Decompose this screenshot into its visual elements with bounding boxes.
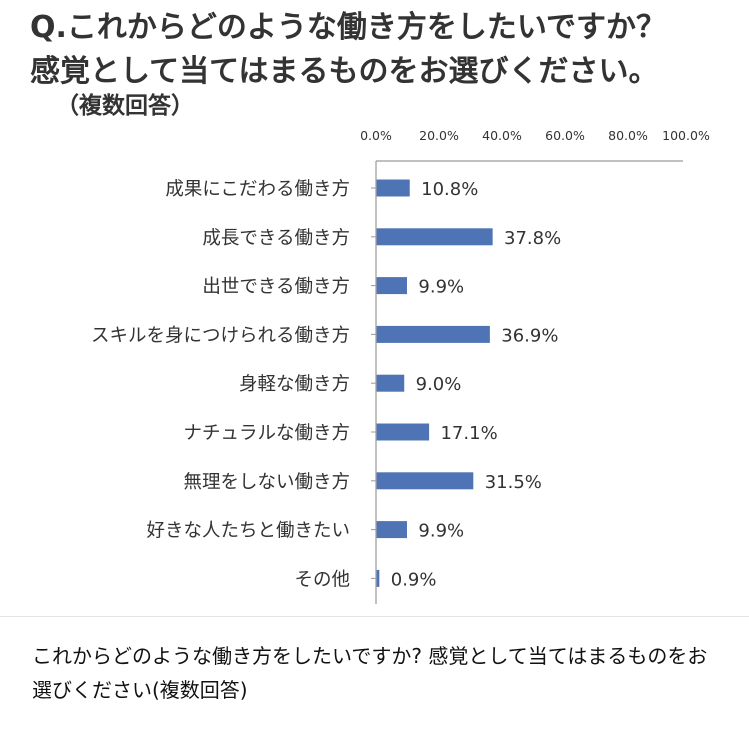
x-tick-label: 80.0% xyxy=(608,128,648,143)
bar xyxy=(376,374,405,392)
value-label: 9.9% xyxy=(418,521,464,542)
bar xyxy=(376,325,490,343)
value-label: 37.8% xyxy=(504,228,561,249)
x-tick-label: 100.0% xyxy=(662,128,710,143)
value-label: 17.1% xyxy=(440,423,497,444)
x-tick-label: 0.0% xyxy=(360,128,392,143)
x-tick-label: 40.0% xyxy=(482,128,522,143)
bar xyxy=(376,277,407,295)
value-label: 9.9% xyxy=(418,277,464,298)
question-title: Q.これからどのような働き方をしたいですか？ 感覚として当てはまるものをお選びく… xyxy=(30,6,740,94)
category-label: 好きな人たちと働きたい xyxy=(146,521,350,542)
question-title-line1: Q.これからどのような働き方をしたいですか？ xyxy=(30,10,666,45)
bar xyxy=(376,423,430,441)
bar xyxy=(376,228,493,246)
category-label: スキルを身につけられる働き方 xyxy=(91,325,350,346)
value-label: 0.9% xyxy=(391,569,437,590)
bar xyxy=(376,521,407,539)
x-tick-label: 60.0% xyxy=(545,128,585,143)
figure-divider xyxy=(0,616,749,617)
category-label: その他 xyxy=(294,569,350,590)
chart-figure: Q.これからどのような働き方をしたいですか？ 感覚として当てはまるものをお選びく… xyxy=(0,6,749,617)
category-label: ナチュラルな働き方 xyxy=(183,423,350,444)
bar xyxy=(376,179,410,197)
question-title-line2: 感覚として当てはまるものをお選びください。 xyxy=(30,54,659,89)
bar xyxy=(376,569,380,587)
category-label: 身軽な働き方 xyxy=(239,374,350,395)
question-subtitle: （複数回答） xyxy=(56,93,194,119)
value-label: 36.9% xyxy=(501,325,558,346)
x-tick-label: 20.0% xyxy=(419,128,459,143)
value-label: 31.5% xyxy=(485,472,542,493)
image-caption: これからどのような働き方をしたいですか? 感覚として当てはまるものをお選びくださ… xyxy=(32,644,708,702)
category-label: 無理をしない働き方 xyxy=(183,472,350,493)
value-label: 10.8% xyxy=(421,179,478,200)
value-label: 9.0% xyxy=(416,374,462,395)
bar xyxy=(376,472,474,490)
category-label: 成長できる働き方 xyxy=(202,228,350,249)
category-label: 出世できる働き方 xyxy=(202,277,350,298)
bar-chart: 0.0% 20.0% 40.0% 60.0% 80.0% 100.0% 成果にこだわる働き方… xyxy=(91,128,710,604)
category-label: 成果にこだわる働き方 xyxy=(165,179,350,200)
